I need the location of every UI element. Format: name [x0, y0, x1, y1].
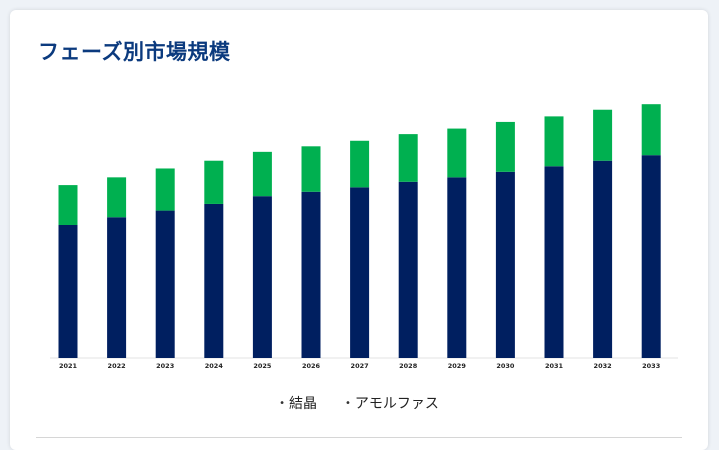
legend-item-crystalline[interactable]: • 結晶 [279, 393, 317, 413]
x-tick-label: 2024 [205, 362, 224, 370]
bar-segment-amorphous-2024 [204, 160, 224, 204]
x-tick-label: 2022 [108, 362, 126, 370]
bullet-icon: • [279, 397, 285, 409]
x-tick-label: 2026 [302, 362, 321, 370]
bar-segment-crystalline-2030 [495, 171, 515, 358]
chart-title: フェーズ別市場規模 [38, 40, 231, 64]
bar-segment-amorphous-2025 [252, 151, 272, 197]
legend-label: 結晶 [289, 396, 317, 412]
bullet-icon: • [345, 397, 351, 409]
bar-segment-crystalline-2021 [58, 225, 78, 358]
x-tick-label: 2028 [399, 362, 418, 370]
bar-segment-crystalline-2028 [398, 181, 418, 358]
bar-segment-amorphous-2026 [301, 146, 321, 192]
x-tick-label: 2021 [59, 362, 78, 370]
bar-segment-crystalline-2022 [107, 217, 127, 358]
stacked-bar-chart: 2021 2022 2023 2024 2025 2026 2027 2028 2029 2030… [50, 104, 678, 370]
bar-segment-crystalline-2031 [544, 166, 564, 358]
bar-segment-crystalline-2033 [641, 155, 661, 358]
bar-segment-amorphous-2032 [593, 109, 613, 161]
bar-segment-amorphous-2023 [155, 168, 175, 211]
bar-segment-amorphous-2029 [447, 128, 467, 178]
bar-segment-crystalline-2024 [204, 203, 224, 358]
bar-segment-crystalline-2026 [301, 191, 321, 358]
x-tick-label: 2027 [351, 362, 369, 370]
bar-segment-amorphous-2022 [107, 177, 127, 218]
x-tick-label: 2033 [642, 362, 660, 370]
bar-segment-amorphous-2031 [544, 116, 564, 167]
x-tick-label: 2029 [448, 362, 467, 370]
x-tick-label: 2025 [253, 362, 272, 370]
bar-segment-amorphous-2028 [398, 134, 418, 182]
x-tick-label: 2023 [156, 362, 174, 370]
bar-segment-crystalline-2032 [593, 160, 613, 358]
chart-card: フェーズ別市場規模 2021 2022 2023 2024 2025 2026 2027 20… [10, 10, 708, 450]
divider [36, 437, 682, 438]
bar-segment-crystalline-2029 [447, 177, 467, 358]
chart-legend: • 結晶 • アモルファス [10, 393, 708, 413]
legend-item-amorphous[interactable]: • アモルファス [345, 393, 439, 413]
legend-label: アモルファス [354, 396, 439, 412]
x-tick-label: 2032 [594, 362, 612, 370]
bar-segment-amorphous-2030 [495, 121, 515, 172]
bar-segment-amorphous-2021 [58, 185, 78, 225]
bar-segment-amorphous-2033 [641, 104, 661, 156]
bar-segment-crystalline-2023 [155, 210, 175, 358]
x-tick-label: 2031 [545, 362, 564, 370]
bar-segment-crystalline-2027 [350, 187, 370, 358]
x-tick-label: 2030 [496, 362, 515, 370]
bar-segment-crystalline-2025 [252, 196, 272, 358]
bar-segment-amorphous-2027 [350, 140, 370, 188]
